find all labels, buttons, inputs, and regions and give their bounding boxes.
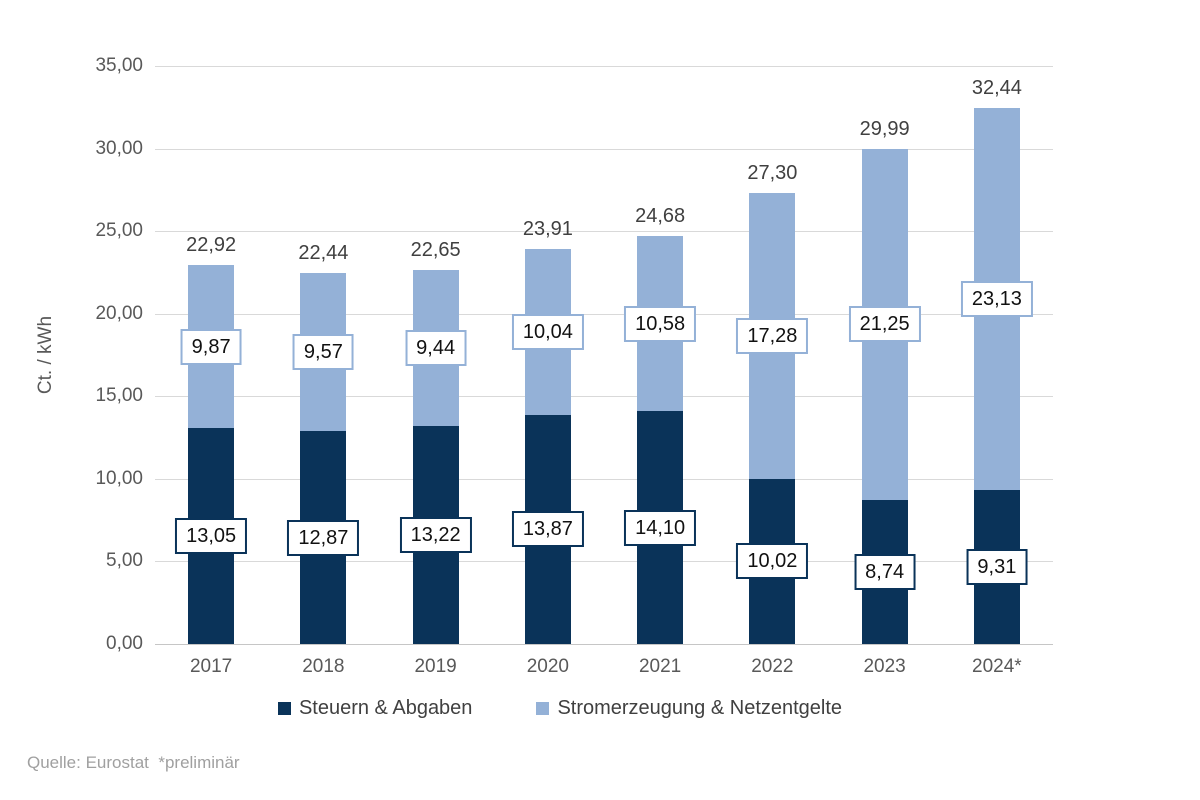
bar-total-label: 22,65 bbox=[410, 238, 461, 261]
bar-value-label-steuern: 14,10 bbox=[624, 509, 697, 546]
bar-value-label-steuern: 13,87 bbox=[511, 511, 584, 548]
y-tick-label: 5,00 bbox=[106, 550, 143, 572]
gridline bbox=[155, 478, 1053, 480]
x-tick-label: 2023 bbox=[863, 656, 906, 677]
x-axis-line bbox=[155, 644, 1053, 645]
gridline bbox=[155, 148, 1053, 150]
bar-value-label-steuern: 9,31 bbox=[966, 549, 1028, 586]
x-tick-label: 2018 bbox=[302, 656, 345, 677]
bar-total-label: 32,44 bbox=[971, 77, 1022, 100]
legend: Steuern & Abgaben Stromerzeugung & Netze… bbox=[0, 697, 1120, 720]
bar-value-label-steuern: 12,87 bbox=[287, 519, 360, 556]
y-tick-label: 0,00 bbox=[106, 633, 143, 654]
bar-value-label-stromerzeugung: 23,13 bbox=[960, 281, 1033, 318]
legend-item-stromerzeugung: Stromerzeugung & Netzentgelte bbox=[536, 697, 842, 720]
y-tick-label: 30,00 bbox=[95, 137, 143, 159]
bar-total-label: 22,92 bbox=[186, 234, 237, 257]
bar-value-label-stromerzeugung: 17,28 bbox=[736, 317, 809, 354]
source-note: Quelle: Eurostat *preliminär bbox=[27, 753, 240, 772]
bar-total-label: 29,99 bbox=[859, 117, 910, 140]
gridline bbox=[155, 396, 1053, 398]
x-tick-label: 2017 bbox=[189, 656, 233, 677]
bar-total-label: 24,68 bbox=[635, 205, 686, 228]
gridline bbox=[155, 313, 1053, 315]
y-tick-label: 35,00 bbox=[95, 55, 143, 76]
x-tick-label: 2019 bbox=[414, 656, 457, 677]
legend-swatch-stromerzeugung-icon bbox=[536, 702, 550, 715]
x-tick-label: 2022 bbox=[751, 656, 794, 677]
bar-value-label-stromerzeugung: 9,57 bbox=[292, 334, 354, 371]
bar-value-label-steuern: 10,02 bbox=[736, 543, 809, 580]
bar-total-label: 23,91 bbox=[522, 218, 573, 241]
x-tick-label: 2021 bbox=[638, 656, 682, 677]
bar-value-label-stromerzeugung: 9,44 bbox=[405, 329, 467, 366]
x-tick-label: 2024* bbox=[972, 656, 1022, 677]
bar-total-label: 22,44 bbox=[298, 242, 349, 265]
y-tick-label: 25,00 bbox=[95, 220, 143, 242]
gridline bbox=[155, 561, 1053, 563]
bar-value-label-steuern: 13,22 bbox=[399, 516, 472, 553]
bar-value-label-stromerzeugung: 10,58 bbox=[624, 305, 697, 342]
gridline bbox=[155, 66, 1053, 67]
x-tick-label: 2020 bbox=[526, 656, 570, 677]
legend-item-steuern: Steuern & Abgaben bbox=[277, 697, 473, 720]
legend-label-stromerzeugung: Stromerzeugung & Netzentgelte bbox=[557, 697, 843, 719]
y-tick-label: 10,00 bbox=[95, 467, 143, 489]
y-tick-label: 15,00 bbox=[95, 385, 143, 407]
legend-label-steuern: Steuern & Abgaben bbox=[298, 697, 473, 719]
bar-total-label: 27,30 bbox=[747, 162, 798, 185]
bar-value-label-stromerzeugung: 21,25 bbox=[848, 306, 921, 343]
bar-value-label-steuern: 8,74 bbox=[854, 553, 916, 590]
bar-value-label-stromerzeugung: 10,04 bbox=[511, 314, 584, 351]
bar-value-label-steuern: 13,05 bbox=[175, 518, 248, 555]
legend-swatch-steuern-icon bbox=[277, 702, 291, 715]
y-tick-label: 20,00 bbox=[95, 302, 143, 324]
gridline bbox=[155, 231, 1053, 233]
bar-value-label-stromerzeugung: 9,87 bbox=[180, 328, 242, 365]
